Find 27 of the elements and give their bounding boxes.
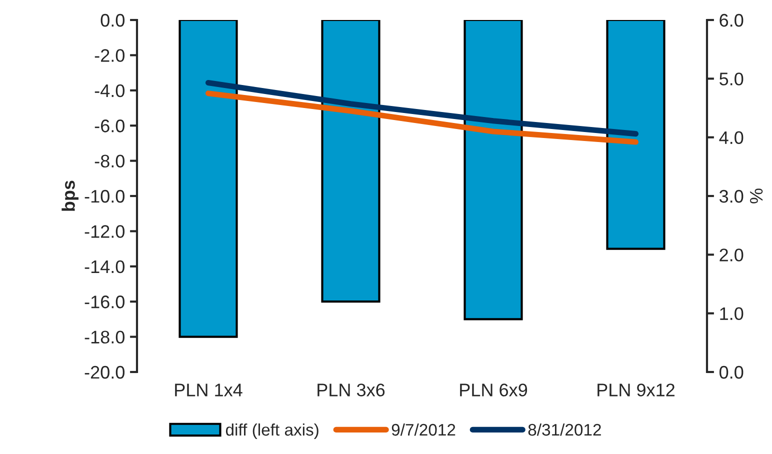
y2-tick-label: 6.0: [720, 14, 744, 27]
y-tick-label: -20.0: [84, 366, 124, 379]
x-tick-label: PLN 1x4: [175, 384, 242, 396]
y2-tick-label: 0.0: [720, 366, 744, 379]
y2-tick-label: 4.0: [719, 131, 744, 144]
legend-label: 9/7/2012: [392, 423, 456, 436]
y-axis-title: bps: [62, 180, 78, 211]
x-tick-label: PLN 9x12: [598, 384, 674, 396]
y-tick-label: -8.0: [94, 154, 124, 168]
y-tick-label: -2.0: [94, 49, 124, 62]
y2-tick-label: 2.0: [720, 248, 744, 262]
y-tick-label: 0.0: [100, 14, 124, 27]
y-tick-label: -6.0: [94, 120, 124, 132]
y-tick-label: -14.0: [84, 260, 124, 274]
y2-tick-label: 5.0: [720, 72, 744, 86]
legend-label: diff (left axis): [226, 423, 318, 439]
y-tick-label: -16.0: [84, 296, 124, 308]
y-tick-label: -18.0: [84, 330, 124, 344]
y2-tick-label: 3.0: [719, 190, 744, 203]
y2-tick-label: 1.0: [720, 307, 744, 320]
y-tick-label: -4.0: [94, 84, 124, 98]
y-tick-label: -12.0: [84, 225, 124, 238]
y2-axis-title: %: [750, 188, 763, 204]
y-tick-label: -10.0: [84, 190, 124, 203]
legend-label: 8/31/2012: [528, 423, 601, 436]
x-tick-label: PLN 6x9: [460, 384, 528, 396]
x-tick-label: PLN 3x6: [318, 384, 385, 396]
